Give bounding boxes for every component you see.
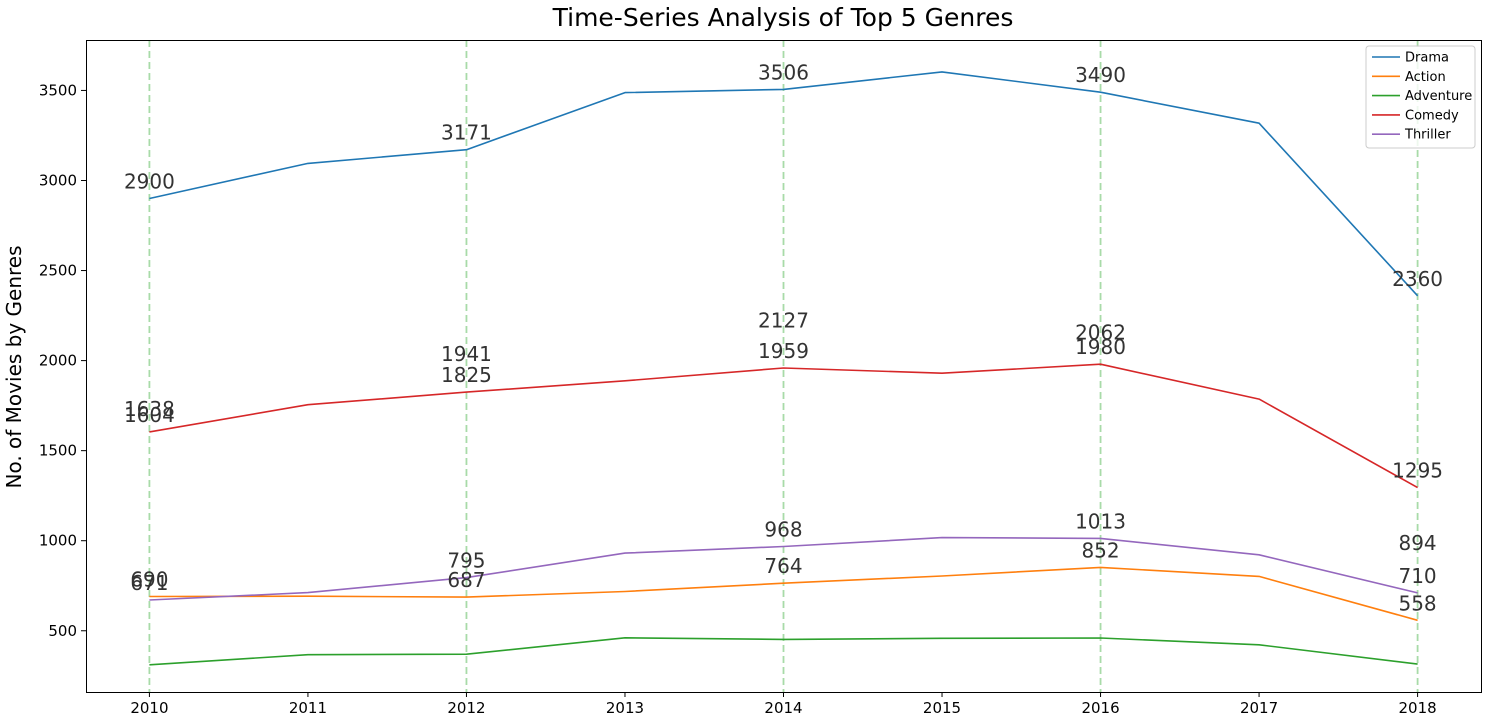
y-axis-label: No. of Movies by Genres: [2, 245, 26, 488]
data-label: 1013: [1075, 509, 1126, 533]
legend-box: [1365, 45, 1476, 149]
series-line-comedy: [149, 363, 1418, 489]
y-tick-label: 1000: [39, 532, 77, 550]
x-tick-label: 2018: [1398, 699, 1436, 717]
legend-label-action: Action: [1405, 70, 1446, 85]
legend-label-thriller: Thriller: [1404, 128, 1451, 143]
x-tick-label: 2014: [764, 699, 802, 717]
data-label: 1941: [441, 342, 492, 366]
data-label: 687: [447, 568, 485, 592]
data-label: 1604: [124, 403, 175, 427]
legend: Drama Action Adventure Comedy Thriller: [1365, 45, 1476, 149]
x-tick-label: 2010: [130, 699, 168, 717]
x-tick-label: 2015: [923, 699, 961, 717]
data-label: 852: [1081, 538, 1119, 562]
legend-label-adventure: Adventure: [1405, 89, 1472, 104]
y-tick-label: 500: [48, 622, 77, 640]
x-tick-label: 2016: [1081, 699, 1119, 717]
data-label: 3171: [441, 121, 492, 145]
data-label: 2900: [124, 169, 175, 193]
data-label: 2360: [1392, 267, 1443, 291]
series-lines: [149, 71, 1419, 666]
series-line-adventure: [149, 636, 1418, 666]
y-tick-label: 2500: [39, 262, 77, 280]
y-tick-label: 3000: [39, 171, 77, 189]
plot-frame: [86, 40, 1482, 693]
legend-label-drama: Drama: [1405, 51, 1449, 66]
series-line-drama: [149, 71, 1419, 297]
data-label: 1825: [441, 363, 492, 387]
data-label: 1959: [758, 339, 809, 363]
data-label: 1295: [1392, 459, 1443, 483]
data-label: 2062: [1075, 320, 1126, 344]
y-tick-label: 2000: [39, 352, 77, 370]
data-label: 764: [764, 554, 802, 578]
y-tick-label: 1500: [39, 442, 77, 460]
y-tick-label: 3500: [39, 81, 77, 99]
x-tick-label: 2017: [1240, 699, 1278, 717]
data-label: 894: [1398, 531, 1436, 555]
data-label: 3490: [1075, 63, 1126, 87]
data-label: 2127: [758, 309, 809, 333]
legend-label-comedy: Comedy: [1405, 108, 1459, 123]
grid-lines: [148, 40, 1419, 692]
data-label: 1980: [1075, 335, 1126, 359]
y-axis-ticks: 500 1000 1500 2000 2500 3000 3500: [39, 81, 86, 640]
data-label: 558: [1398, 591, 1436, 615]
x-tick-label: 2011: [289, 699, 327, 717]
series-line-thriller: [149, 536, 1418, 601]
x-tick-label: 2012: [447, 699, 485, 717]
data-label: 671: [130, 571, 168, 595]
data-labels: 2900 3171 3506 3490 2360 1638 1941 2127 2062 1295…: [124, 60, 1443, 615]
data-label: 1638: [124, 397, 175, 421]
data-label: 690: [130, 568, 168, 592]
data-label: 968: [764, 517, 802, 541]
data-label: 3506: [758, 60, 809, 84]
x-axis-ticks: 2010 2011 2012 2013 2014 2015 2016 2017 2018: [130, 692, 1437, 717]
series-line-action: [149, 566, 1418, 622]
chart-title: Time-Series Analysis of Top 5 Genres: [552, 3, 1014, 32]
data-label: 795: [447, 549, 485, 573]
x-tick-label: 2013: [606, 699, 644, 717]
data-label: 710: [1398, 564, 1436, 588]
